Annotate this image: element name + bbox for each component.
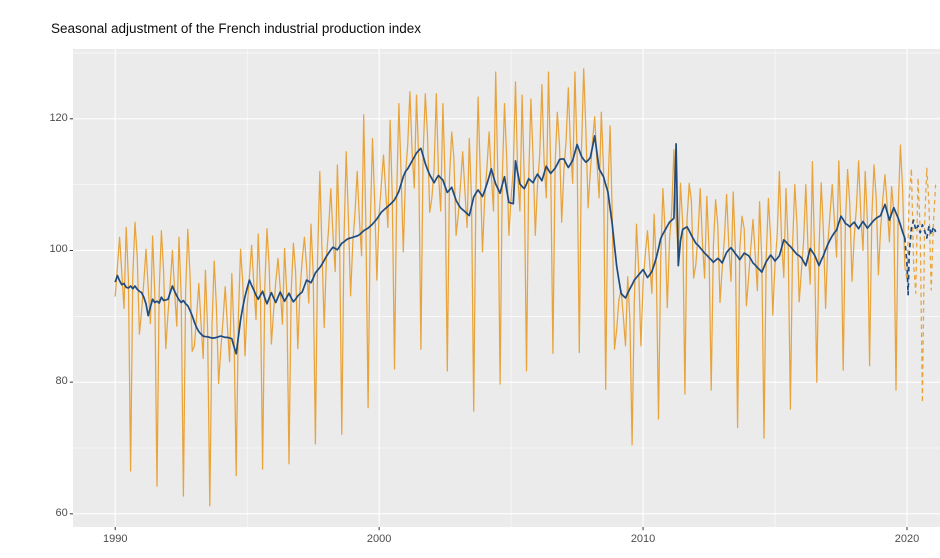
- y-axis-tick-label: 120: [49, 111, 68, 124]
- x-axis-tick-label: 2020: [894, 533, 920, 545]
- chart-figure: Seasonal adjustment of the French indust…: [40, 16, 940, 553]
- y-axis-tick-label: 60: [55, 506, 68, 519]
- raw-series-line: [114, 68, 906, 507]
- sa-forecast-line: [903, 219, 937, 296]
- x-axis-tick-label: 2000: [366, 533, 392, 545]
- axis-tick-marks: [69, 118, 908, 531]
- x-axis-tick-label: 1990: [102, 533, 128, 545]
- y-axis-tick-label: 100: [49, 243, 68, 256]
- y-axis-tick-label: 80: [55, 375, 68, 388]
- plot-title: Seasonal adjustment of the French indust…: [51, 21, 421, 36]
- plot-panel: [69, 49, 940, 531]
- panel-background: [73, 49, 940, 527]
- x-axis-tick-label: 2010: [630, 533, 656, 545]
- sa-series-line: [114, 135, 906, 355]
- chart-screenshot: { "chart_data": { "type": "line", "title…: [49, 21, 940, 545]
